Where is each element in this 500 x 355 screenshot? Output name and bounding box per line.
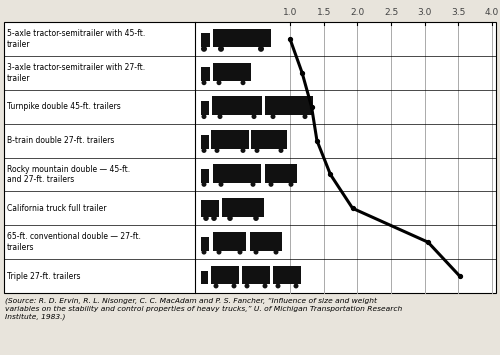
- Bar: [211, 130, 249, 149]
- Text: 4.0: 4.0: [485, 8, 499, 17]
- Circle shape: [201, 46, 207, 52]
- Text: 3.0: 3.0: [418, 8, 432, 17]
- Bar: [213, 232, 246, 251]
- Circle shape: [202, 114, 206, 119]
- Bar: [222, 198, 264, 217]
- Bar: [4, 22, 496, 293]
- Circle shape: [238, 250, 242, 255]
- Circle shape: [258, 46, 264, 52]
- Bar: [250, 232, 282, 251]
- Text: 3.5: 3.5: [451, 8, 466, 17]
- Circle shape: [202, 80, 206, 85]
- Bar: [242, 266, 270, 284]
- Circle shape: [270, 114, 276, 119]
- Circle shape: [262, 283, 268, 289]
- Circle shape: [203, 215, 209, 221]
- Bar: [265, 97, 313, 115]
- Text: California truck full trailer: California truck full trailer: [7, 204, 106, 213]
- Circle shape: [202, 182, 206, 187]
- Circle shape: [227, 215, 233, 221]
- Bar: [201, 236, 209, 251]
- Circle shape: [218, 46, 224, 52]
- Text: 3-axle tractor-semitrailer with 27-ft.
trailer: 3-axle tractor-semitrailer with 27-ft. t…: [7, 63, 145, 82]
- Circle shape: [218, 114, 222, 119]
- Bar: [201, 33, 210, 47]
- Circle shape: [252, 114, 256, 119]
- Circle shape: [211, 215, 217, 221]
- Text: (Source: R. D. Ervin, R. L. Nisonger, C. C. MacAdam and P. S. Fancher, “Influenc: (Source: R. D. Ervin, R. L. Nisonger, C.…: [5, 297, 402, 321]
- Bar: [273, 266, 301, 284]
- Circle shape: [240, 80, 246, 85]
- Circle shape: [214, 148, 220, 153]
- Bar: [201, 169, 209, 183]
- Text: Turnpike double 45-ft. trailers: Turnpike double 45-ft. trailers: [7, 102, 121, 111]
- Circle shape: [254, 148, 260, 153]
- Bar: [201, 135, 209, 149]
- Bar: [201, 101, 209, 115]
- Circle shape: [232, 283, 236, 289]
- Circle shape: [202, 250, 206, 255]
- Text: 2.0: 2.0: [350, 8, 364, 17]
- Bar: [212, 97, 262, 115]
- Circle shape: [218, 182, 224, 187]
- Circle shape: [240, 148, 246, 153]
- Text: 2.5: 2.5: [384, 8, 398, 17]
- Bar: [201, 271, 208, 284]
- Text: 5-axle tractor-semitrailer with 45-ft.
trailer: 5-axle tractor-semitrailer with 45-ft. t…: [7, 29, 145, 49]
- Circle shape: [202, 148, 206, 153]
- Circle shape: [253, 215, 259, 221]
- Text: Triple 27-ft. trailers: Triple 27-ft. trailers: [7, 272, 80, 280]
- Circle shape: [216, 250, 222, 255]
- Bar: [213, 164, 261, 183]
- Circle shape: [302, 114, 308, 119]
- Text: Rocky mountain double — 45-ft.
and 27-ft. trailers: Rocky mountain double — 45-ft. and 27-ft…: [7, 165, 130, 184]
- Bar: [265, 164, 297, 183]
- Circle shape: [294, 283, 298, 289]
- Text: 65-ft. conventional double — 27-ft.
trailers: 65-ft. conventional double — 27-ft. trai…: [7, 233, 141, 252]
- Text: 1.5: 1.5: [316, 8, 331, 17]
- Text: 1.0: 1.0: [283, 8, 297, 17]
- Circle shape: [268, 182, 274, 187]
- Bar: [213, 29, 271, 47]
- Bar: [201, 200, 219, 217]
- Circle shape: [216, 80, 222, 85]
- Bar: [213, 62, 251, 81]
- Circle shape: [244, 283, 250, 289]
- Circle shape: [276, 283, 280, 289]
- Circle shape: [214, 283, 218, 289]
- Bar: [211, 266, 239, 284]
- Circle shape: [288, 182, 294, 187]
- Circle shape: [250, 182, 256, 187]
- Circle shape: [274, 250, 278, 255]
- Text: B-train double 27-ft. trailers: B-train double 27-ft. trailers: [7, 136, 114, 145]
- Circle shape: [254, 250, 258, 255]
- Bar: [251, 130, 287, 149]
- Circle shape: [278, 148, 283, 153]
- Bar: [201, 67, 210, 81]
